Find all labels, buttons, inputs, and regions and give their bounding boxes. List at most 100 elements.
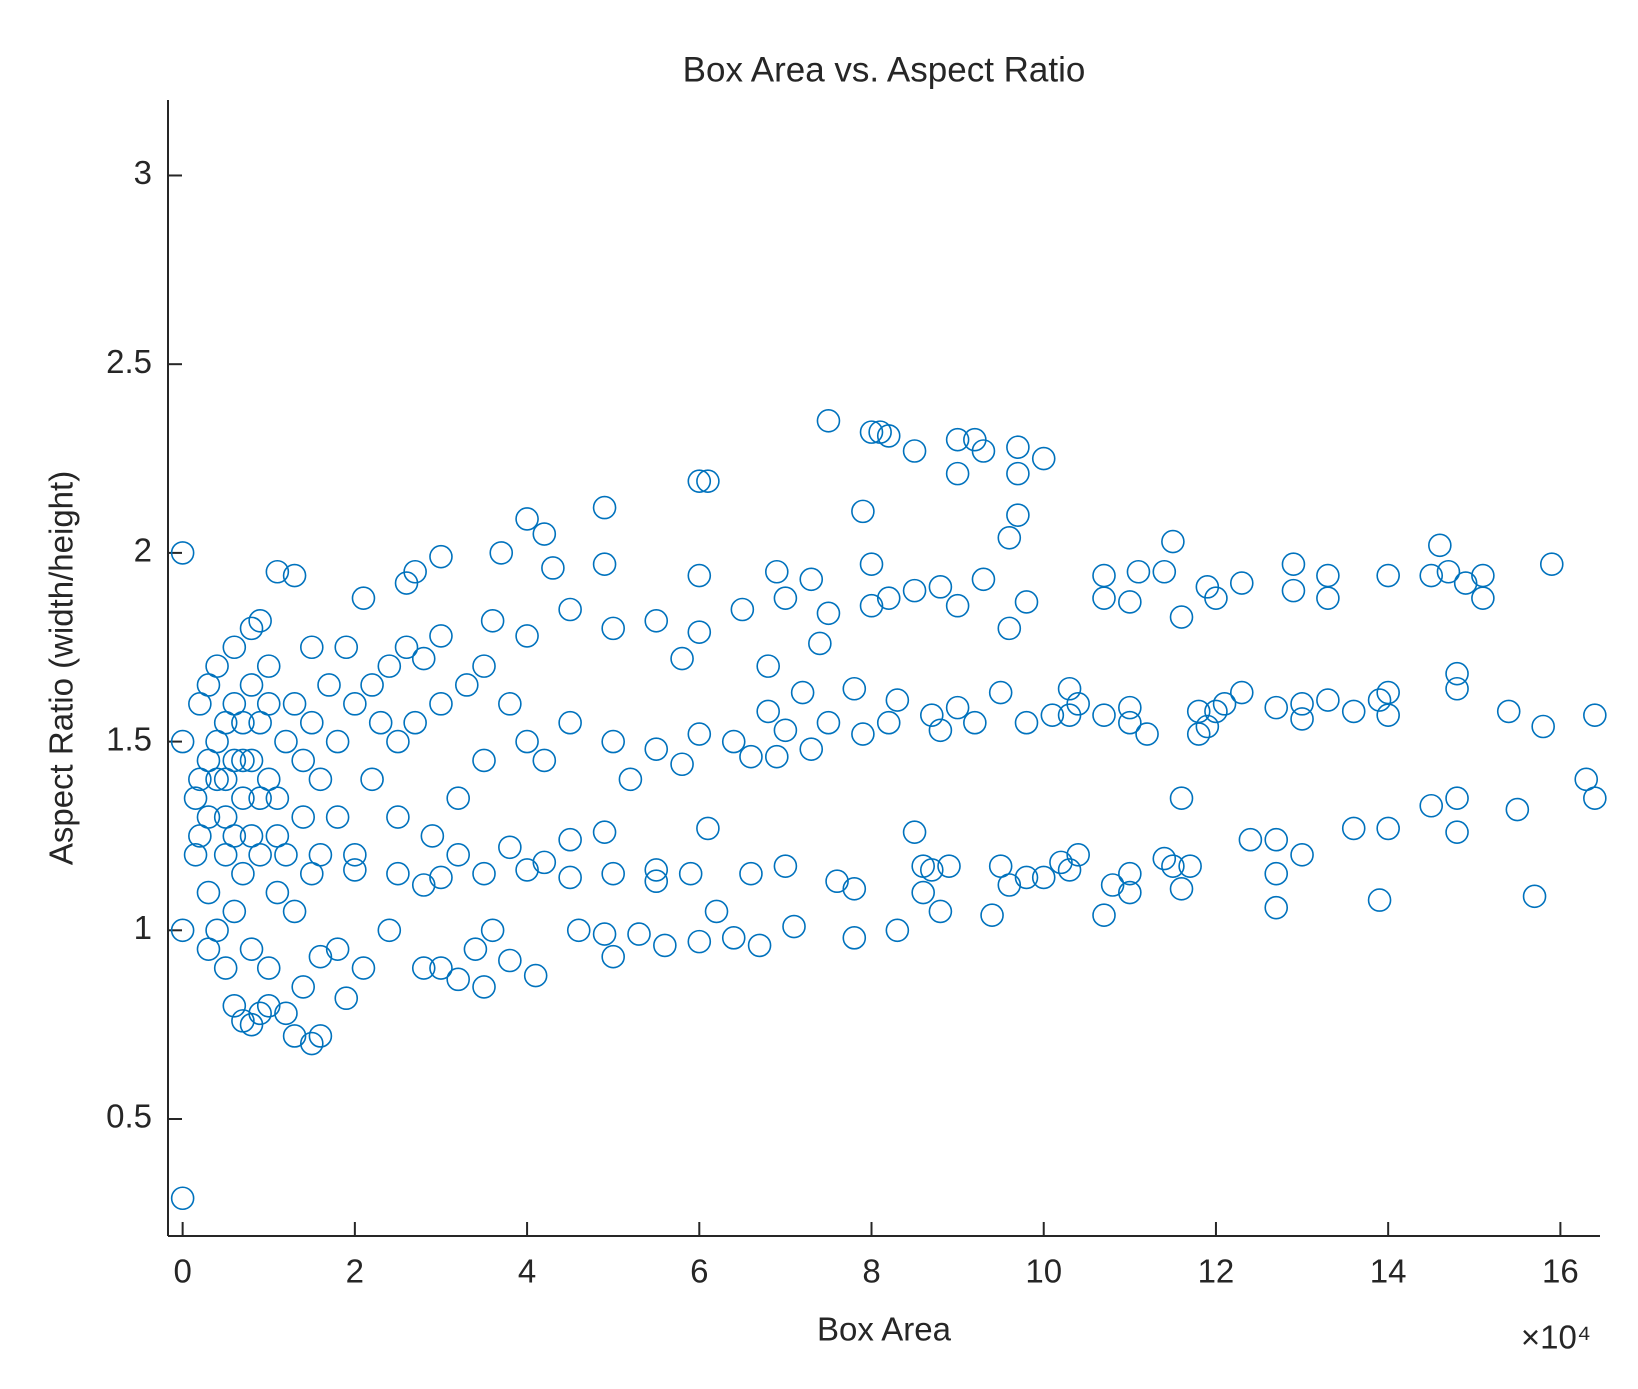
scatter-point [851,499,875,524]
scatter-point [1126,559,1151,584]
scatter-point [876,586,901,610]
scatter-point [231,786,255,811]
scatter-point [256,654,281,678]
scatter-point [558,865,582,890]
scatter-point [1152,559,1177,584]
scatter-point [1376,816,1400,841]
scatter-point [1014,710,1039,735]
chart-title: Box Area vs. Aspect Ratio [683,50,1086,89]
scatter-point [248,609,272,633]
scatter-point [1135,722,1159,746]
scatter-point [816,601,841,626]
scatter-point [945,461,970,486]
y-tick-label: 1.5 [106,720,152,757]
scatter-point [1445,661,1469,686]
scatter-point [859,552,884,577]
scatter-point [1445,676,1469,701]
scatter-point [188,824,212,848]
scatter-point [911,880,935,905]
scatter-point [997,873,1022,897]
scatter-point [265,880,290,905]
scatter-point [360,767,384,792]
scatter-point [170,1186,195,1211]
scatter-point [1419,563,1444,588]
scatter-point [515,624,539,648]
scatter-point [876,424,901,448]
scatter-point [842,676,867,701]
scatter-point [403,559,427,584]
scatter-point [454,673,479,697]
scatter-point [928,575,953,599]
scatter-point [816,408,841,433]
scatter-point [256,956,281,980]
scatter-point [1316,586,1340,610]
scatter-point [988,680,1013,705]
scatter-point [1092,903,1116,928]
scatter-point [274,843,298,867]
scatter-point [256,692,281,716]
scatter-point [1204,699,1228,724]
scatter-point [222,899,247,924]
scatter-point [928,899,953,924]
x-tick-label: 16 [1542,1253,1579,1290]
x-tick-label: 4 [518,1253,536,1290]
scatter-point [205,918,229,943]
scatter-point [1161,529,1185,554]
scatter-point [773,586,798,610]
scatter-point [183,786,208,811]
scatter-point [1376,563,1400,588]
y-tick-label: 2.5 [106,343,152,380]
scatter-point [291,975,315,999]
x-tick-label: 14 [1370,1253,1407,1290]
scatter-point [1118,880,1142,905]
scatter-point [1014,590,1039,614]
scatter-point [1092,563,1116,588]
scatter-point [764,559,789,584]
scatter-point [1092,703,1116,727]
scatter-point [231,861,255,886]
scatter-point [1583,703,1607,727]
scatter-point [446,967,470,992]
scatter-point [231,710,255,735]
scatter-point [334,986,359,1011]
scatter-point [696,816,720,841]
scatter-point [696,469,720,493]
scatter-point [687,469,712,493]
scatter-point [1290,707,1314,731]
scatter-point [558,827,582,852]
scatter-point [919,703,944,727]
scatter-point [687,620,712,644]
y-tick-label: 0.5 [106,1098,152,1135]
scatter-point [541,556,565,580]
scatter-point [308,843,333,867]
scatter-point [859,593,884,618]
scatter-point [747,933,772,958]
scatter-point [1006,435,1030,460]
scatter-point [644,858,669,882]
scatter-point [937,854,961,878]
scatter-point [248,786,272,811]
scatter-point [248,1001,272,1026]
scatter-point [472,748,496,773]
scatter-point [1505,797,1530,822]
scatter-point [394,635,419,660]
scatter-point [368,710,393,735]
scatter-point [515,507,539,531]
x-tick-label: 10 [1025,1253,1062,1290]
scatter-point [963,710,987,735]
scatter-point [231,748,255,773]
scatter-point [222,748,247,773]
scatter-point [1445,786,1469,811]
scatter-point [1367,688,1392,712]
scatter-point [687,929,712,954]
scatter-point [945,593,970,618]
scatter-point [1014,865,1039,890]
scatter-point [446,843,470,867]
y-tick-label: 2 [134,532,152,569]
scatter-point [945,695,970,720]
scatter-point [1341,699,1366,724]
y-axis-title: Aspect Ratio (width/height) [43,471,80,865]
scatter-point [196,748,221,773]
